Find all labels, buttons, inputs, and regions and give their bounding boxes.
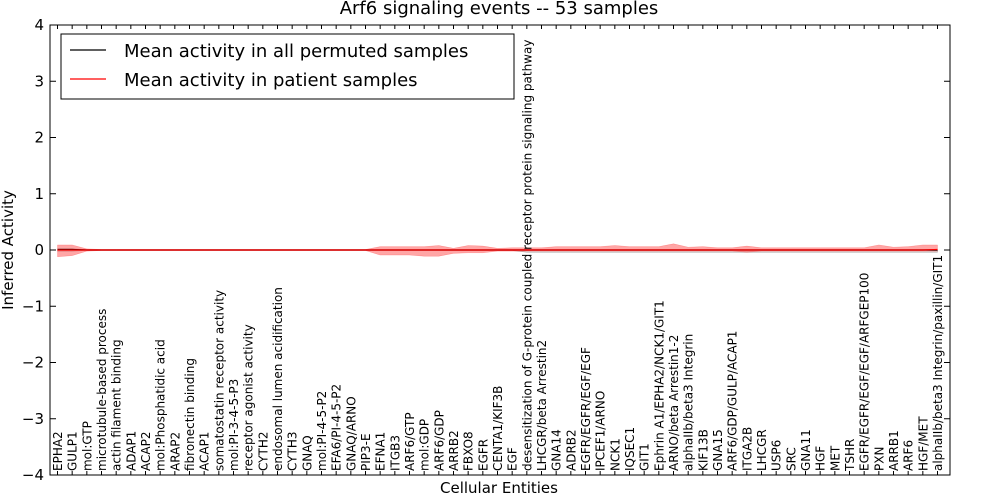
x-tick-label: mol:GTP [80,421,94,471]
x-tick-label: EFNA1 [374,432,388,471]
y-axis-label: Inferred Activity [0,190,17,310]
x-tick-label: GIT1 [638,443,652,471]
x-tick-label: alphaIIb/beta3 Integrin [682,334,696,471]
x-tick-label: CYTH2 [256,432,270,472]
legend-label-permuted: Mean activity in all permuted samples [124,41,468,62]
x-tick-label: ARF6/GDP/GULP/ACAP1 [726,331,740,471]
y-tick-label: 2 [34,129,44,147]
x-tick-label: ACAP2 [139,432,153,471]
x-tick-label: FBXO8 [462,431,476,471]
x-tick-label: ARRB2 [447,430,461,471]
x-tick-label: KIF13B [696,429,710,471]
x-tick-label: Ephrin A1/EPHA2/NCK1/GIT1 [652,300,666,471]
x-tick-label: EPHA2 [51,431,65,471]
x-tick-label: IQSEC1 [623,427,637,471]
y-tick-label: −1 [22,297,44,315]
x-tick-label: EGF [506,447,520,471]
y-tick-label: 4 [34,16,44,34]
x-tick-label: GULP1 [66,431,80,471]
x-tick-label: ARF6/GDP [432,410,446,471]
x-tick-label: GNAQ/ARNO [344,396,358,471]
x-tick-label: desensitization of G-protein coupled rec… [520,40,534,471]
x-tick-label: ARNO/beta Arrestin1-2 [667,335,681,471]
x-tick-label: GNA11 [799,429,813,471]
x-tick-label: CYTH3 [286,432,300,472]
legend: Mean activity in all permuted samples Me… [60,33,515,100]
legend-box [60,33,515,100]
x-tick-label: HGF [814,446,828,471]
y-tick-label: 1 [34,185,44,203]
chart-title: Arf6 signaling events -- 53 samples [340,0,659,19]
x-tick-label: EFA6/PI-4-5-P2 [330,384,344,471]
x-tick-label: GNA14 [550,429,564,471]
x-tick-label: HGF/MET [916,416,930,471]
x-tick-label: receptor agonist activity [242,324,256,471]
x-tick-label: somatostatin receptor activity [212,290,226,471]
x-tick-label: NCK1 [608,438,622,471]
x-tick-label: mol:PI-4-5-P2 [315,391,329,471]
x-tick-label: ARRB1 [887,430,901,471]
y-tick-label: −2 [22,354,44,372]
x-tick-label: CENTA1/KIF3B [491,386,505,471]
x-tick-label: PIP3-E [359,433,373,471]
y-tick-label: 0 [34,241,44,259]
legend-label-patient: Mean activity in patient samples [124,70,418,91]
x-tick-label: mol:GDP [418,419,432,471]
x-tick-label: endosomal lumen acidification [271,287,285,471]
x-tick-label: LHCGR/beta Arrestin2 [535,340,549,471]
x-tick-label: EGFR/EGFR/EGF/EGF/ARFGEP100 [858,273,872,471]
x-tick-label: EGFR [476,439,490,471]
x-tick-label: ARF6 [902,440,916,471]
x-axis-label: Cellular Entities [440,479,558,497]
x-tick-label: PXN [872,447,886,471]
x-tick-label: GNAQ [300,435,314,471]
x-tick-label: alphaIIb/beta3 Integrin/paxillin/GIT1 [931,255,945,471]
x-tick-label: IPCEF1/ARNO [594,391,608,471]
x-tick-label: USP6 [770,440,784,471]
x-tick-label: microtubule-based process [95,309,109,471]
x-tick-label: LHCGR [755,429,769,471]
x-tick-label: actin filament binding [110,339,124,471]
x-tick-label: ITGB3 [388,435,402,471]
x-tick-label: mol:Phosphatidic acid [154,339,168,471]
y-tick-label: −4 [22,466,44,484]
x-tick-label: TSHR [843,439,857,472]
x-tick-label: mol:PI-3-4-5-P3 [227,379,241,471]
y-tick-label: 3 [34,72,44,90]
y-tick-label: −3 [22,410,44,428]
plot-area: −4 −3 −2 −1 0 1 2 3 4 EPHA2 GULP1 mol:GTP microtubul… [22,16,951,484]
x-tick-label: ARAP2 [168,432,182,471]
x-tick-label: ITGA2B [740,427,754,471]
x-tick-label: MET [828,445,842,471]
patient-mean-line [57,248,938,251]
x-tick-label: GNA15 [711,429,725,471]
x-tick-label: ADRB2 [564,429,578,471]
x-tick-label: fibronectin binding [183,358,197,471]
x-tick-label: ACAP1 [198,432,212,471]
x-tick-label: EGFR/EGFR/EGF/EGF [579,347,593,471]
x-tick-label: ADAP1 [124,431,138,471]
x-tick-label: ARF6/GTP [403,412,417,471]
x-tick-label: SRC [784,447,798,471]
